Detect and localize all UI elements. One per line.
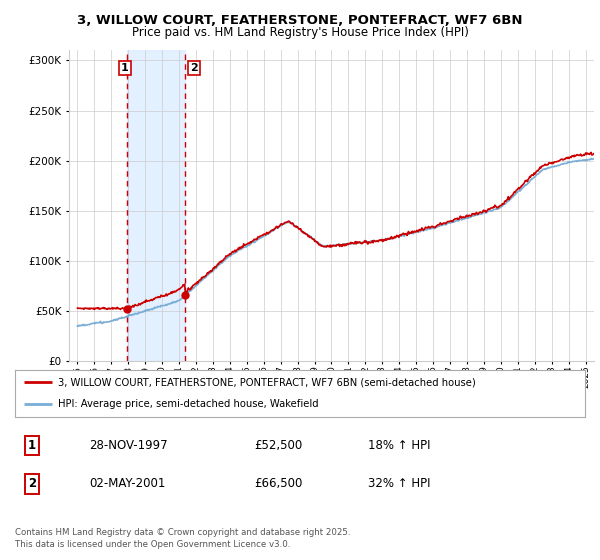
Text: 28-NOV-1997: 28-NOV-1997	[89, 439, 168, 452]
Text: 18% ↑ HPI: 18% ↑ HPI	[368, 439, 431, 452]
Text: Price paid vs. HM Land Registry's House Price Index (HPI): Price paid vs. HM Land Registry's House …	[131, 26, 469, 39]
Text: 2: 2	[28, 477, 36, 490]
Text: 2: 2	[190, 63, 198, 73]
Text: 02-MAY-2001: 02-MAY-2001	[89, 477, 166, 490]
Text: HPI: Average price, semi-detached house, Wakefield: HPI: Average price, semi-detached house,…	[58, 399, 319, 409]
Text: 1: 1	[121, 63, 129, 73]
Text: 1: 1	[28, 439, 36, 452]
Text: £52,500: £52,500	[254, 439, 302, 452]
Bar	[127, 50, 185, 361]
Text: 32% ↑ HPI: 32% ↑ HPI	[368, 477, 431, 490]
Text: Contains HM Land Registry data © Crown copyright and database right 2025.
This d: Contains HM Land Registry data © Crown c…	[15, 528, 350, 549]
Text: 3, WILLOW COURT, FEATHERSTONE, PONTEFRACT, WF7 6BN: 3, WILLOW COURT, FEATHERSTONE, PONTEFRAC…	[77, 14, 523, 27]
Text: £66,500: £66,500	[254, 477, 303, 490]
Text: 3, WILLOW COURT, FEATHERSTONE, PONTEFRACT, WF7 6BN (semi-detached house): 3, WILLOW COURT, FEATHERSTONE, PONTEFRAC…	[58, 377, 476, 388]
